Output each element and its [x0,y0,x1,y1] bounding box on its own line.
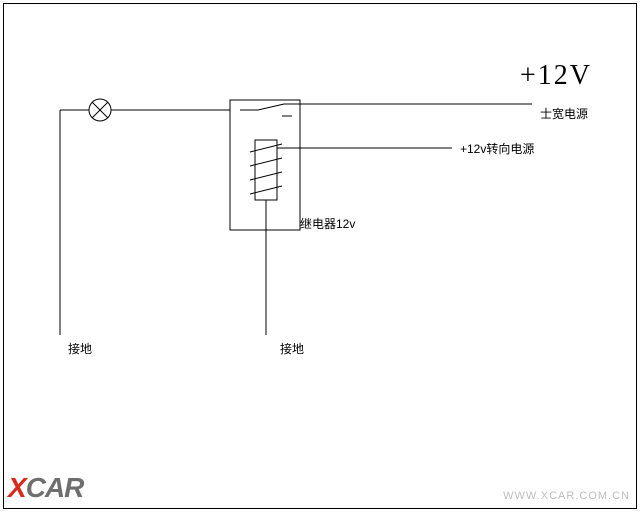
label-ground-mid: 接地 [280,340,304,357]
lamp-icon [89,99,111,121]
logo-x: X [8,472,26,503]
label-turn-power: +12v转向电源 [460,140,534,157]
xcar-logo: XCAR [8,472,83,504]
label-wide-power: 士宽电源 [540,105,588,122]
label-ground-left: 接地 [68,340,92,357]
label-voltage: +12V [520,60,592,92]
label-relay: 继电器12v [300,215,355,232]
switch-arm [258,104,284,110]
logo-car: CAR [26,472,84,503]
watermark-url: WWW.XCAR.COM.CN [503,490,630,502]
diagram-stage: +12V 士宽电源 +12v转向电源 继电器12v 接地 接地 XCAR WWW… [0,0,640,512]
relay-box [230,100,300,230]
coil-body [255,140,277,200]
